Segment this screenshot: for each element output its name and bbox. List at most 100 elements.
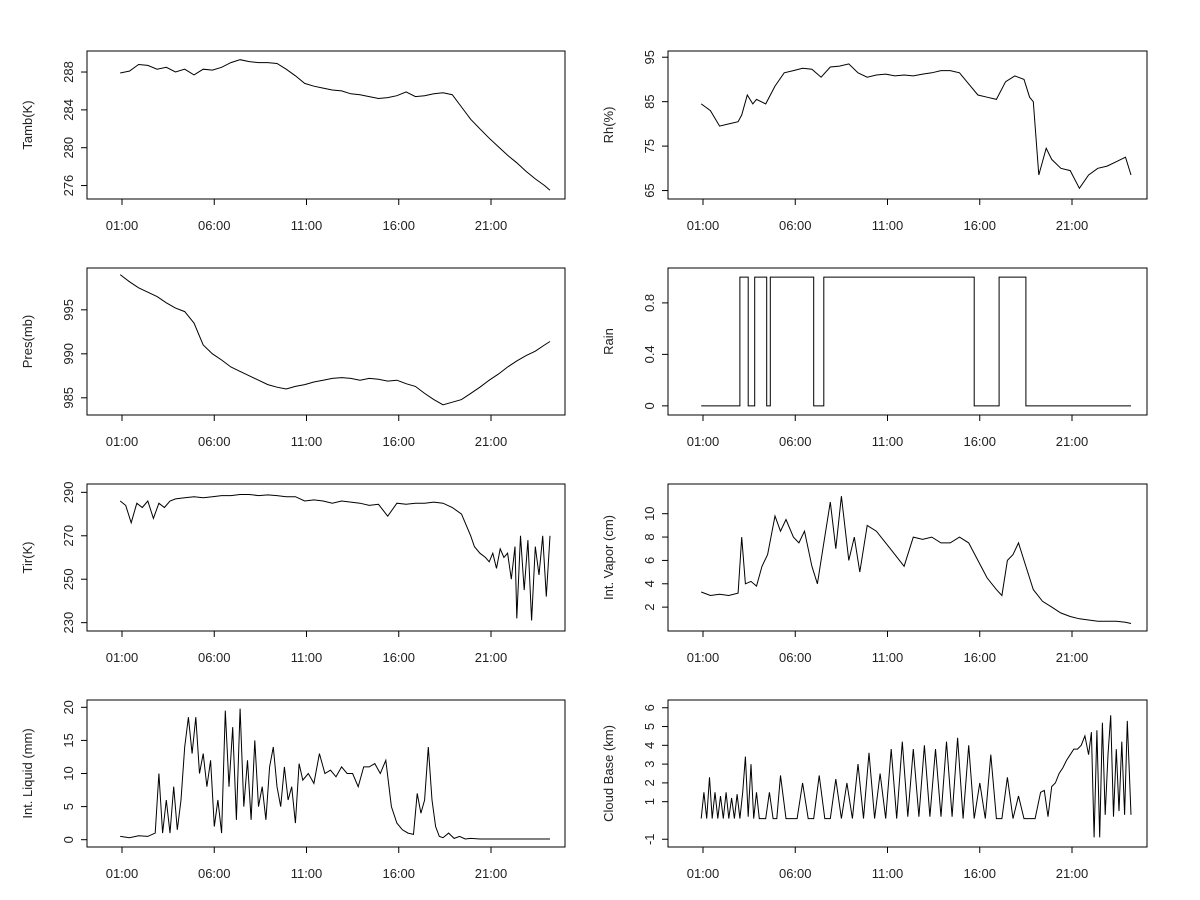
y-tick-label: 6	[642, 557, 657, 564]
x-tick-label: 11:00	[872, 218, 904, 233]
series-line	[701, 276, 1131, 407]
y-tick-label: 6	[642, 704, 657, 711]
x-tick-label: 11:00	[291, 650, 323, 665]
y-tick-label: 985	[61, 387, 76, 409]
y-axis-label: Rain	[601, 328, 616, 355]
x-tick-label: 16:00	[382, 434, 415, 449]
y-axis-label: Cloud Base (km)	[601, 725, 616, 822]
plot-frame	[667, 50, 1148, 200]
x-tick-label: 06:00	[779, 650, 812, 665]
x-tick-label: 01:00	[687, 218, 720, 233]
x-tick-label: 01:00	[687, 866, 720, 881]
series-line	[119, 494, 551, 621]
x-tick-label: 16:00	[382, 218, 415, 233]
panel-cloud-base: 01:00 06:00 11:00 16:00 21:00 -1 1 2 3 4 5 6 Cloud B…	[601, 699, 1148, 881]
plot-frame	[667, 699, 1148, 848]
x-tick-label: 01:00	[687, 434, 720, 449]
x-tick-label: 16:00	[963, 650, 996, 665]
panel-tir: 01:00 06:00 11:00 16:00 21:00 230 250 270 290 Tir…	[20, 481, 566, 665]
plot-frame	[86, 267, 566, 416]
x-tick-label: 06:00	[779, 218, 812, 233]
x-tick-label: 21:00	[1056, 650, 1089, 665]
y-tick-label: 284	[61, 99, 76, 121]
x-tick-label: 16:00	[963, 866, 996, 881]
y-tick-label: 276	[61, 175, 76, 197]
y-tick-label: 0	[61, 836, 76, 843]
panel-rain: 01:00 06:00 11:00 16:00 21:00 0 0.4 0.8 Rain	[601, 267, 1148, 449]
y-axis-label: Int. Vapor (cm)	[601, 515, 616, 600]
y-tick-label: 15	[61, 733, 76, 747]
y-tick-label: 1	[642, 798, 657, 805]
panel-rh: 01:00 06:00 11:00 16:00 21:00 65 75 85 95 Rh(%)	[601, 50, 1148, 233]
y-axis-label: Tir(K)	[20, 541, 35, 573]
series-line	[120, 59, 551, 191]
panel-tamb: 01:00 06:00 11:00 16:00 21:00 276 280 284 288 Tam…	[20, 50, 566, 233]
panel-int-liquid: 01:00 06:00 11:00 16:00 21:00 0 5 10 15 20 Int. Li…	[20, 699, 566, 881]
plot-frame	[86, 483, 566, 632]
y-tick-label: 10	[642, 506, 657, 520]
x-tick-label: 11:00	[291, 866, 323, 881]
x-tick-label: 06:00	[779, 434, 812, 449]
x-tick-label: 01:00	[106, 434, 139, 449]
y-tick-label: 0.8	[642, 294, 657, 312]
x-tick-label: 01:00	[687, 650, 720, 665]
y-tick-label: 4	[642, 580, 657, 587]
panel-pres: 01:00 06:00 11:00 16:00 21:00 985 990 995 Pres(m…	[20, 267, 566, 449]
y-tick-label: 990	[61, 343, 76, 365]
plot-frame	[667, 483, 1148, 632]
x-tick-label: 21:00	[475, 434, 508, 449]
x-tick-label: 21:00	[475, 218, 508, 233]
y-tick-label: 2	[642, 779, 657, 786]
panel-int-vapor: 01:00 06:00 11:00 16:00 21:00 2 4 6 8 10 Int. Vapo…	[601, 483, 1148, 665]
y-tick-label: 2	[642, 604, 657, 611]
y-tick-label: 20	[61, 700, 76, 714]
y-tick-label: 10	[61, 766, 76, 780]
y-tick-label: 5	[642, 723, 657, 730]
x-tick-label: 21:00	[1056, 218, 1089, 233]
y-axis-label: Int. Liquid (mm)	[20, 728, 35, 818]
x-tick-label: 21:00	[1056, 866, 1089, 881]
x-tick-label: 11:00	[872, 866, 904, 881]
x-tick-label: 06:00	[779, 866, 812, 881]
y-tick-label: 0.4	[642, 345, 657, 363]
y-tick-label: 4	[642, 742, 657, 749]
y-tick-label: -1	[642, 833, 657, 845]
y-tick-label: 75	[642, 139, 657, 153]
y-tick-label: 95	[642, 50, 657, 64]
series-line	[700, 63, 1132, 190]
series-line	[119, 274, 551, 406]
y-tick-label: 290	[61, 481, 76, 503]
x-tick-label: 01:00	[106, 650, 139, 665]
y-tick-label: 230	[61, 612, 76, 634]
y-axis-label: Tamb(K)	[20, 100, 35, 149]
y-tick-label: 85	[642, 94, 657, 108]
y-tick-label: 0	[642, 402, 657, 409]
y-tick-label: 8	[642, 533, 657, 540]
y-axis-label: Pres(mb)	[20, 315, 35, 368]
x-tick-label: 01:00	[106, 218, 139, 233]
x-tick-label: 11:00	[872, 434, 904, 449]
x-tick-label: 11:00	[291, 218, 323, 233]
x-tick-label: 21:00	[475, 866, 508, 881]
y-tick-label: 270	[61, 525, 76, 547]
x-tick-label: 06:00	[198, 866, 231, 881]
series-line	[701, 496, 1132, 624]
x-tick-label: 16:00	[963, 434, 996, 449]
x-tick-label: 16:00	[963, 218, 996, 233]
y-tick-label: 995	[61, 299, 76, 321]
x-tick-label: 11:00	[291, 434, 323, 449]
x-tick-label: 06:00	[198, 218, 231, 233]
y-axis-label: Rh(%)	[601, 107, 616, 144]
x-tick-label: 21:00	[475, 650, 508, 665]
x-tick-label: 16:00	[382, 866, 415, 881]
series-line	[700, 715, 1132, 838]
y-tick-label: 3	[642, 760, 657, 767]
series-line	[120, 708, 550, 840]
y-tick-label: 65	[642, 183, 657, 197]
y-tick-label: 5	[61, 803, 76, 810]
y-tick-label: 288	[61, 61, 76, 83]
x-tick-label: 11:00	[872, 650, 904, 665]
x-tick-label: 21:00	[1056, 434, 1089, 449]
plot-frame	[86, 50, 566, 200]
